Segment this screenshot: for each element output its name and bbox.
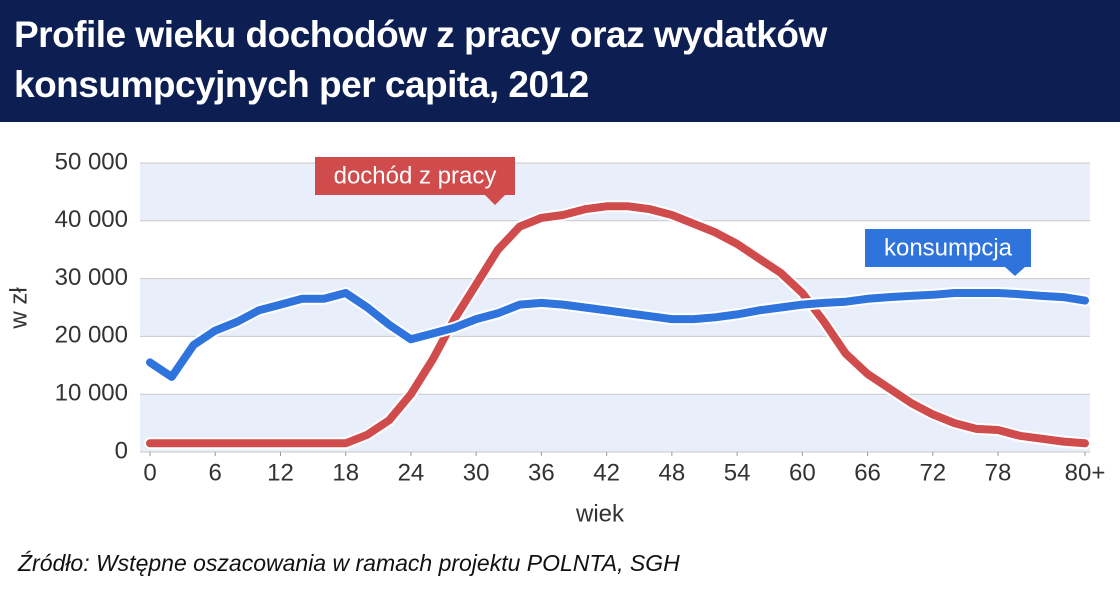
y-tick-label: 0 (115, 437, 128, 464)
legend-label: konsumpcja (884, 234, 1013, 261)
x-tick-label: 0 (143, 459, 156, 486)
line (146, 289, 1089, 381)
y-axis-label: w zł (5, 287, 32, 330)
legend-label: dochód z pracy (334, 162, 497, 189)
legend-box (865, 229, 1031, 276)
x-tick-label: 42 (593, 459, 620, 486)
x-tick-label: 18 (332, 459, 359, 486)
x-tick-label: 36 (528, 459, 555, 486)
x-tick-label: 12 (267, 459, 294, 486)
y-tick-label: 20 000 (55, 322, 128, 349)
chart-title: Profile wieku dochodów z pracy oraz wyda… (14, 14, 827, 105)
x-tick-label: 72 (919, 459, 946, 486)
source-note: Źródło: Wstępne oszacowania w ramach pro… (18, 550, 680, 576)
x-tick-label: 30 (463, 459, 490, 486)
x-tick-label: 80+ (1065, 459, 1106, 486)
x-axis-label: wiek (575, 500, 625, 527)
x-tick-label: 6 (209, 459, 222, 486)
header: Profile wieku dochodów z pracy oraz wyda… (0, 0, 1120, 122)
x-tick-label: 60 (789, 459, 816, 486)
y-tick-label: 10 000 (55, 380, 128, 407)
y-tick-label: 40 000 (55, 206, 128, 233)
plot-area: 0 10 000 20 000 30 000 40 000 50 000 0 6 12 18 24 3… (55, 148, 1106, 486)
y-tick-label: 30 000 (55, 264, 128, 291)
x-tick-label: 48 (659, 459, 686, 486)
line (146, 202, 1089, 448)
y-tick-label: 50 000 (55, 148, 128, 175)
x-tick-label: 24 (398, 459, 425, 486)
x-tick-label: 66 (854, 459, 881, 486)
legend-box (315, 157, 515, 205)
x-tick-label: 78 (985, 459, 1012, 486)
x-tick-label: 54 (724, 459, 751, 486)
